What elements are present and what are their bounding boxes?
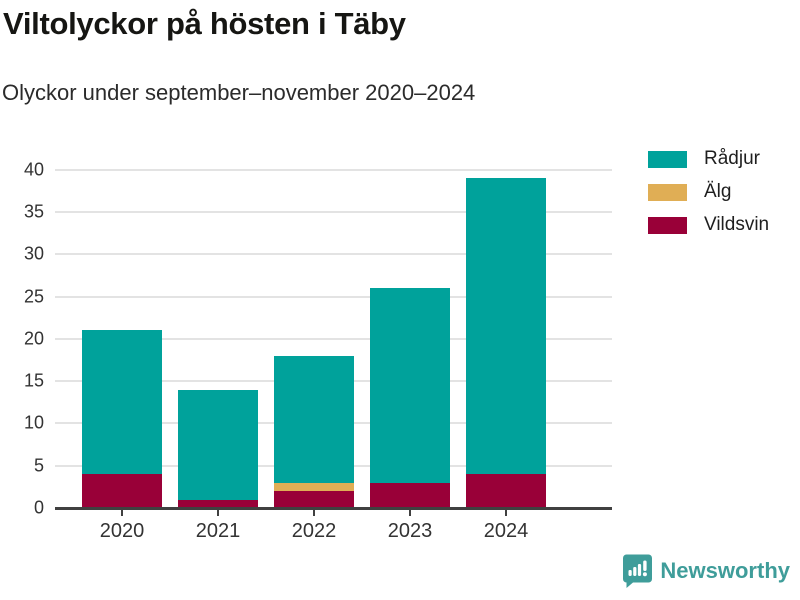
bar-segment-2022-Älg	[274, 482, 354, 492]
chart-title: Viltolyckor på hösten i Täby	[3, 6, 406, 41]
bar-segment-2020-Rådjur	[82, 330, 162, 475]
x-tick-label-2022: 2022	[291, 520, 337, 542]
x-axis-labels: 2020 2021 2022 2023 2024	[55, 520, 612, 546]
x-tick-2020	[121, 509, 123, 516]
y-tick-label-40: 40	[23, 159, 44, 180]
newsworthy-logo-icon	[622, 553, 653, 594]
newsworthy-logo-text: Newsworthy	[660, 557, 790, 583]
gridline-30	[55, 253, 612, 256]
chart-subtitle: Olyckor under september–november 2020–20…	[2, 80, 476, 105]
gridline-35	[55, 210, 612, 213]
legend-item-vildsvin: Vildsvin	[648, 214, 769, 236]
bar-segment-2024-Rådjur	[466, 178, 546, 475]
x-tick-2022	[313, 509, 315, 516]
x-tick-label-2024: 2024	[483, 520, 529, 542]
bar-segment-2022-Vildsvin	[274, 491, 354, 508]
bar-segment-2021-Vildsvin	[178, 499, 258, 508]
gridline-20	[55, 337, 612, 340]
x-tick-label-2020: 2020	[99, 520, 145, 542]
bar-segment-2022-Rådjur	[274, 355, 354, 483]
y-axis-labels: 0 5 10 15 20 25 30 35 40	[0, 150, 44, 517]
x-tick-2021	[217, 509, 219, 516]
bar-segment-2020-Vildsvin	[82, 474, 162, 508]
bar-segment-2021-Rådjur	[178, 389, 258, 500]
y-tick-label-10: 10	[23, 412, 44, 433]
bar-2020	[82, 330, 162, 508]
bar-2023	[370, 288, 450, 508]
legend-item-rådjur: Rådjur	[648, 148, 769, 170]
legend-label-rådjur: Rådjur	[704, 148, 760, 169]
y-tick-label-35: 35	[23, 201, 44, 222]
bar-2024	[466, 178, 546, 508]
y-tick-label-15: 15	[23, 370, 44, 391]
y-tick-label-0: 0	[33, 497, 44, 518]
bar-2021	[178, 389, 258, 508]
bar-2022	[274, 355, 354, 508]
x-tick-2024	[505, 509, 507, 516]
y-tick-label-30: 30	[23, 243, 44, 264]
y-tick-label-25: 25	[23, 286, 44, 306]
newsworthy-logo[interactable]: Newsworthy	[622, 553, 790, 594]
legend-label-vildsvin: Vildsvin	[704, 214, 770, 235]
legend-item-älg: Älg	[648, 181, 769, 203]
bar-segment-2023-Rådjur	[370, 288, 450, 483]
x-tick-2023	[409, 509, 411, 516]
y-tick-label-5: 5	[33, 455, 44, 476]
gridline-25	[55, 295, 612, 298]
legend-swatch-vildsvin	[648, 216, 687, 234]
plot-area	[55, 150, 612, 510]
gridline-40	[55, 168, 612, 171]
y-tick-label-20: 20	[23, 328, 44, 349]
legend-label-älg: Älg	[704, 181, 732, 202]
bar-segment-2023-Vildsvin	[370, 482, 450, 508]
x-tick-label-2023: 2023	[387, 520, 433, 542]
x-axis-line	[55, 507, 612, 510]
legend: Rådjur Älg Vildsvin	[648, 148, 769, 247]
legend-swatch-rådjur	[648, 150, 687, 168]
legend-swatch-älg	[648, 183, 687, 201]
x-tick-label-2021: 2021	[195, 520, 241, 542]
bar-segment-2024-Vildsvin	[466, 474, 546, 508]
